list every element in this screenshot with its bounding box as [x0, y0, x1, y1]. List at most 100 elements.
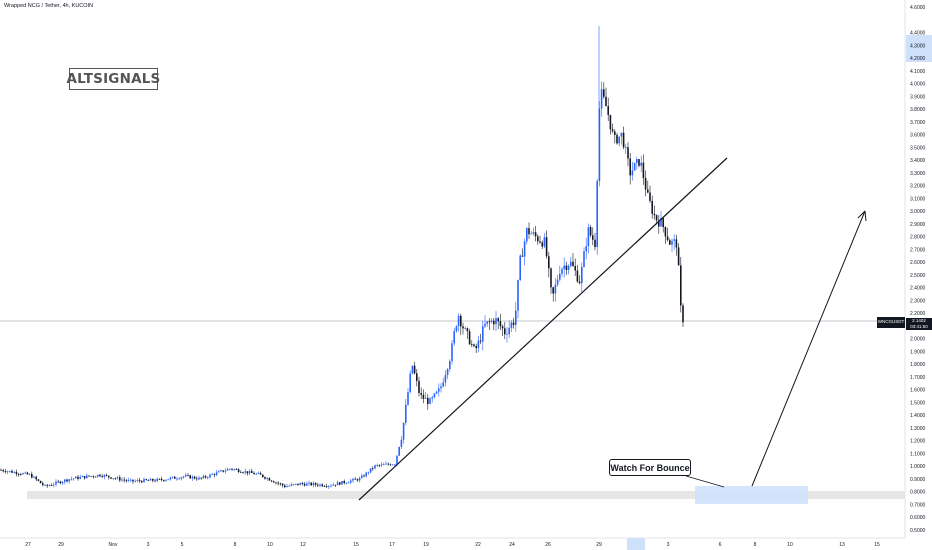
price-tick-label: 3.5000 — [910, 145, 926, 151]
time-tick-label: 3 — [147, 542, 150, 548]
candle-up — [53, 484, 55, 486]
candle-down — [235, 469, 238, 471]
candle-up — [369, 468, 372, 473]
candle-up — [44, 484, 46, 486]
current-price-badge[interactable]: 2.1402 03:41:50 — [906, 318, 932, 330]
candle-down — [528, 228, 530, 235]
candle-down — [242, 472, 244, 474]
candle-down — [548, 256, 550, 269]
price-tick-label: 1.0000 — [910, 464, 926, 470]
candle-down — [231, 468, 233, 470]
candle-up — [453, 331, 455, 344]
candle-down — [475, 346, 477, 349]
time-tick-label: 15 — [874, 542, 880, 548]
candle-up — [55, 481, 57, 485]
candle-up — [596, 181, 598, 248]
candle-up — [330, 485, 332, 487]
candle-up — [299, 483, 301, 485]
projection-arrow-head — [857, 210, 867, 222]
candle-up — [207, 477, 209, 479]
candle-down — [552, 287, 554, 294]
candle-up — [660, 218, 662, 227]
candle-up — [449, 361, 451, 370]
candle-down — [629, 158, 631, 176]
price-axis[interactable] — [905, 0, 932, 538]
candle-down — [537, 236, 539, 242]
candle-up — [64, 479, 66, 482]
candle-up — [68, 479, 70, 482]
candle-down — [204, 476, 207, 478]
candle-up — [116, 477, 119, 479]
candle-up — [182, 476, 185, 478]
candle-up — [312, 483, 315, 486]
time-tick-label: 8 — [754, 542, 757, 548]
time-tick-label: 26 — [545, 542, 551, 548]
candle-up — [127, 480, 130, 481]
time-tick-label: 13 — [839, 542, 845, 548]
candle-down — [275, 482, 277, 484]
candle-up — [484, 323, 486, 327]
candle-down — [42, 483, 44, 485]
candle-down — [473, 344, 475, 347]
watch-for-bounce-callout[interactable]: Watch For Bounce — [609, 459, 691, 476]
candle-down — [325, 486, 328, 487]
bounce-zone[interactable] — [695, 486, 808, 504]
price-tick-label: 3.7000 — [910, 120, 926, 126]
candle-up — [380, 464, 383, 466]
candle-down — [160, 478, 163, 481]
candle-up — [464, 328, 466, 330]
price-tick-label: 1.3000 — [910, 426, 926, 432]
candle-up — [530, 233, 532, 235]
candle-down — [174, 476, 176, 479]
candle-down — [110, 477, 112, 479]
candle-down — [501, 326, 504, 329]
candle-up — [570, 261, 572, 266]
candle-up — [9, 470, 11, 472]
candle-down — [669, 240, 671, 245]
price-tick-label: 3.0000 — [910, 209, 926, 215]
callout-pointer — [685, 475, 725, 488]
candle-down — [253, 472, 255, 475]
candle-down — [372, 468, 374, 470]
candle-down — [314, 483, 317, 485]
candle-up — [640, 162, 642, 166]
trendline[interactable] — [358, 157, 728, 501]
candle-up — [97, 474, 99, 477]
candle-down — [123, 479, 125, 481]
candle-up — [13, 472, 15, 473]
candle-up — [385, 463, 387, 465]
candle-down — [413, 365, 416, 374]
candle-up — [490, 320, 493, 323]
candle-down — [189, 475, 191, 479]
candle-up — [477, 340, 480, 349]
candle-up — [171, 476, 174, 478]
price-tick-label: 4.2000 — [910, 56, 926, 62]
time-axis-highlight — [627, 538, 645, 550]
candle-down — [251, 471, 253, 473]
candle-up — [411, 365, 414, 374]
candle-down — [303, 483, 306, 486]
candle-up — [482, 326, 484, 342]
projection-arrow-line[interactable] — [751, 210, 866, 487]
candle-up — [136, 480, 139, 481]
price-tick-label: 3.9000 — [910, 94, 926, 100]
candle-up — [358, 478, 361, 481]
candle-down — [11, 470, 13, 473]
candle-down — [37, 479, 40, 481]
candle-up — [130, 479, 132, 481]
price-tick-label: 3.3000 — [910, 171, 926, 177]
candle-up — [86, 475, 88, 479]
candle-up — [352, 478, 354, 481]
candle-down — [460, 315, 462, 327]
candle-up — [169, 477, 172, 480]
candle-down — [504, 328, 506, 335]
candle-down — [664, 227, 667, 237]
candle-down — [378, 465, 381, 466]
candle-up — [508, 327, 510, 335]
candle-up — [103, 475, 106, 477]
price-tick-label: 3.8000 — [910, 107, 926, 113]
candle-up — [510, 322, 513, 328]
candle-down — [589, 227, 592, 236]
candle-down — [655, 215, 658, 221]
